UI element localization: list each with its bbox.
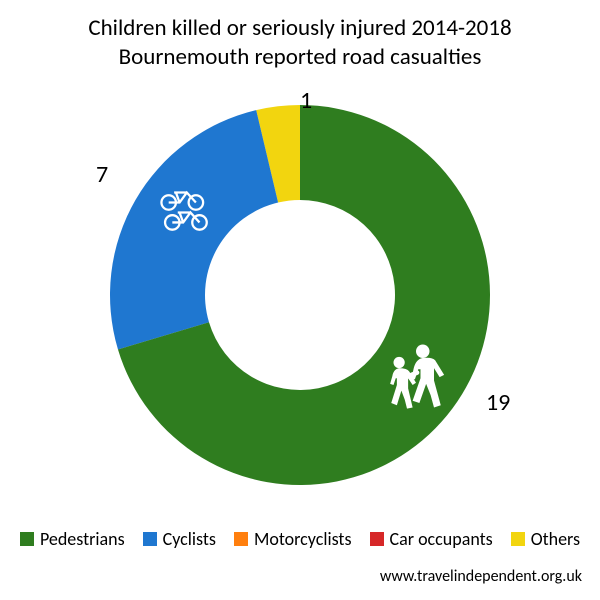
value-label-pedestrians: 19 (486, 388, 510, 417)
legend-item: Motorcyclists (234, 528, 352, 550)
value-label-cyclists: 7 (96, 160, 108, 189)
legend-item: Cyclists (143, 528, 216, 550)
legend-label: Others (531, 528, 580, 550)
chart-title: Children killed or seriously injured 201… (0, 0, 600, 72)
legend-item: Pedestrians (20, 528, 125, 550)
legend-label: Pedestrians (40, 528, 125, 550)
pedestrians-icon (380, 340, 452, 412)
legend-swatch (511, 532, 525, 546)
legend-item: Car occupants (370, 528, 493, 550)
legend-label: Motorcyclists (254, 528, 352, 550)
legend-swatch (370, 532, 384, 546)
legend-swatch (234, 532, 248, 546)
title-line-2: Bournemouth reported road casualties (0, 43, 600, 72)
legend: Pedestrians Cyclists Motorcyclists Car occu… (0, 528, 600, 550)
legend-label: Car occupants (390, 528, 493, 550)
footer-credit: www.travelindependent.org.uk (380, 567, 582, 586)
bicycle-icon (156, 188, 214, 232)
legend-item: Others (511, 528, 580, 550)
donut-chart (110, 105, 490, 485)
value-label-others: 1 (300, 86, 312, 115)
legend-swatch (20, 532, 34, 546)
title-line-1: Children killed or seriously injured 201… (0, 14, 600, 43)
donut-svg (110, 105, 490, 485)
legend-label: Cyclists (163, 528, 216, 550)
legend-swatch (143, 532, 157, 546)
